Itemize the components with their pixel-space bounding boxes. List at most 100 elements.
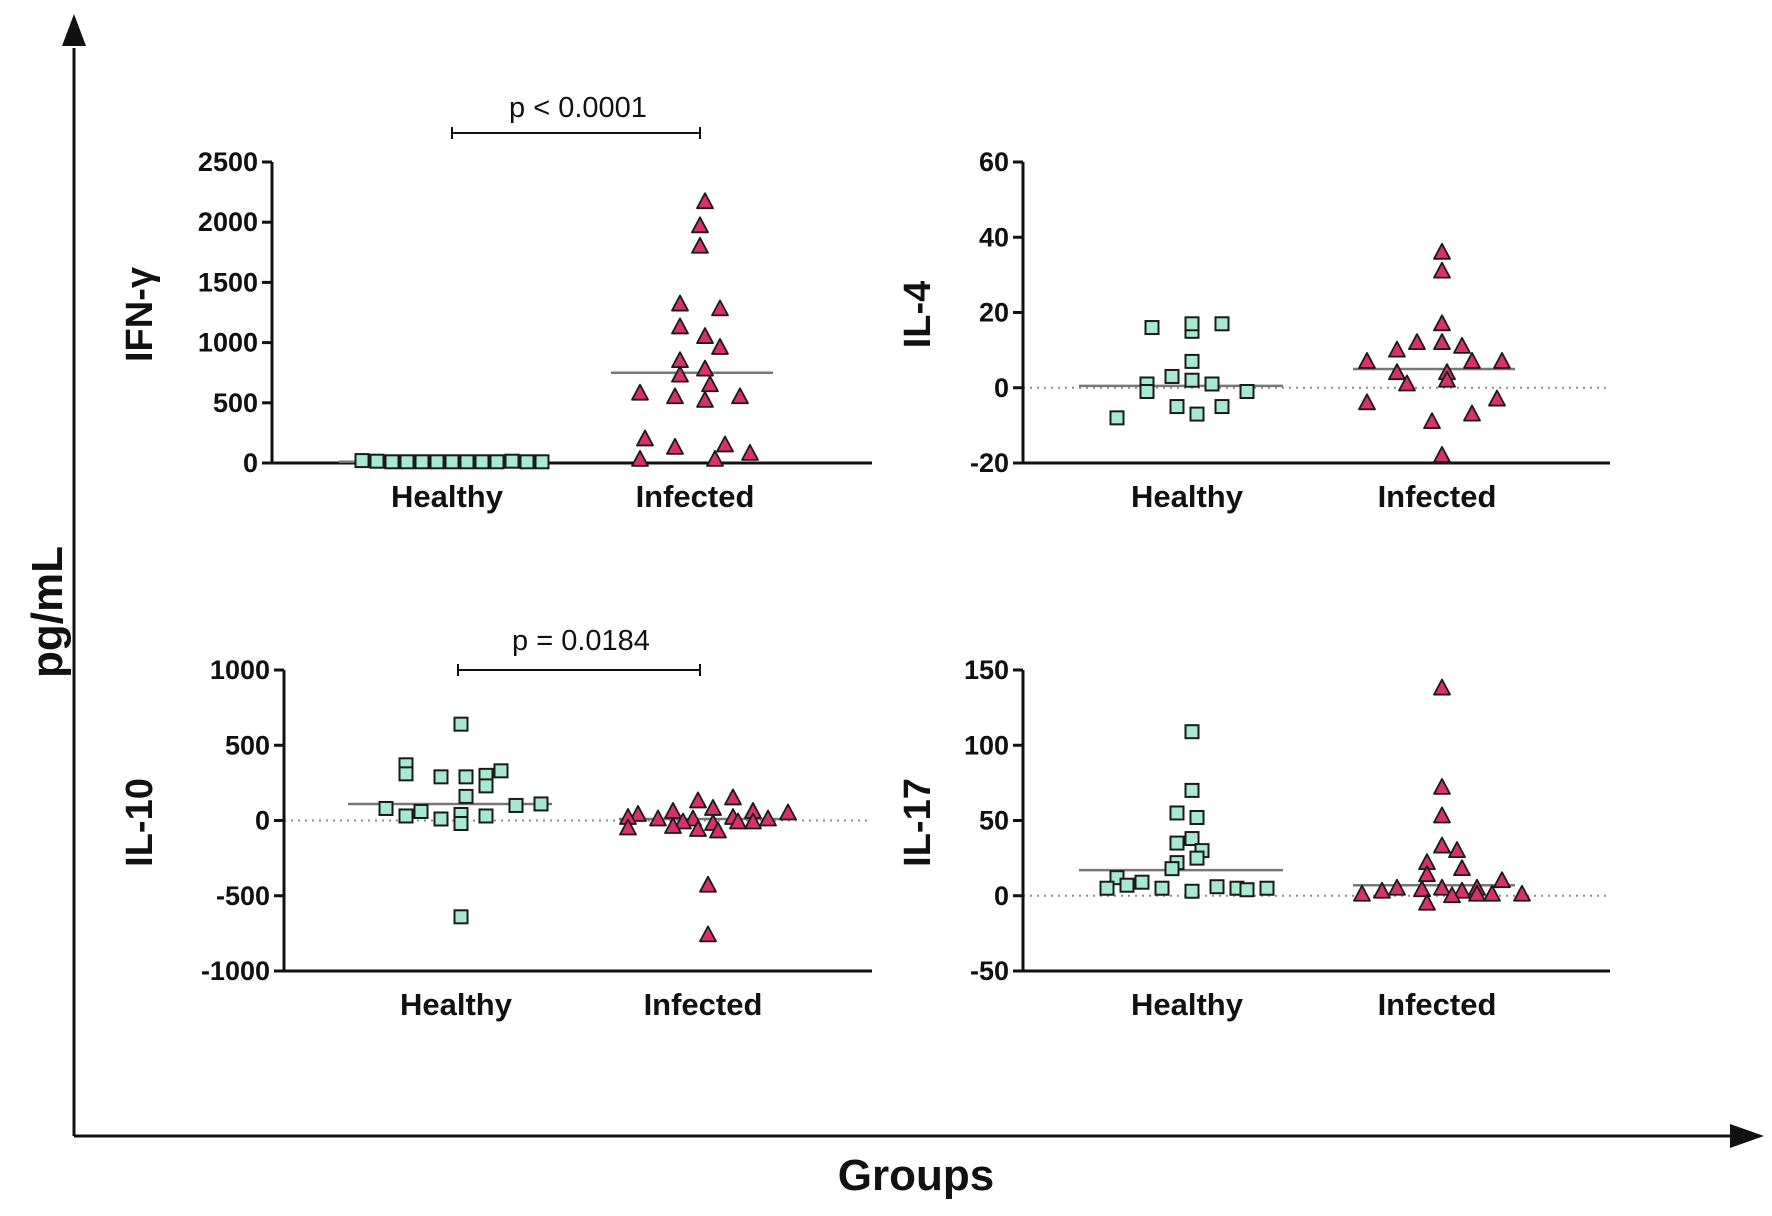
data-point-infected bbox=[711, 338, 729, 355]
data-point-healthy bbox=[478, 778, 494, 794]
y-tick-label: 50 bbox=[979, 806, 1009, 836]
data-point-infected bbox=[649, 809, 667, 827]
data-point-healthy bbox=[414, 454, 430, 470]
data-point-healthy bbox=[504, 453, 520, 469]
data-point-healthy bbox=[1209, 879, 1225, 895]
data-point-healthy bbox=[1239, 384, 1255, 400]
data-point-infected bbox=[629, 805, 647, 822]
data-point-healthy bbox=[1164, 861, 1180, 877]
data-point-infected bbox=[1423, 412, 1441, 430]
data-point-healthy bbox=[354, 453, 370, 469]
data-point-infected bbox=[699, 925, 717, 943]
x-category-label: Healthy bbox=[400, 987, 513, 1022]
data-point-infected bbox=[741, 443, 759, 461]
data-point-infected bbox=[731, 387, 749, 405]
data-point-infected bbox=[1433, 333, 1451, 351]
outer-y-label: pg/mL bbox=[23, 546, 72, 678]
data-point-healthy bbox=[384, 454, 400, 470]
data-point-infected bbox=[664, 802, 682, 819]
data-point-infected bbox=[1358, 393, 1376, 411]
data-point-infected bbox=[779, 803, 797, 821]
data-point-healthy bbox=[1169, 805, 1185, 821]
data-point-healthy bbox=[489, 454, 505, 470]
data-point-healthy bbox=[444, 454, 460, 470]
data-point-infected bbox=[1353, 884, 1371, 902]
data-point-healthy bbox=[459, 454, 475, 470]
chart-panel-il-10: 1000 500 0 -500 -1000 Healthy Infected IL-10 p =… bbox=[119, 625, 872, 1022]
data-point-infected bbox=[1468, 884, 1486, 902]
data-point-infected bbox=[1413, 880, 1431, 898]
y-tick-label: -1000 bbox=[201, 956, 270, 986]
data-point-infected bbox=[631, 449, 649, 467]
y-axis-label: IFN-γ bbox=[119, 267, 161, 362]
data-point-infected bbox=[1433, 678, 1451, 696]
data-point-healthy bbox=[1154, 880, 1170, 896]
data-point-infected bbox=[691, 236, 709, 254]
data-point-infected bbox=[1433, 836, 1451, 854]
data-point-healthy bbox=[369, 453, 385, 469]
data-point-healthy bbox=[1184, 353, 1200, 369]
outer-y-arrow-icon bbox=[62, 14, 86, 46]
data-point-healthy bbox=[1184, 883, 1200, 899]
data-point-infected bbox=[711, 299, 729, 317]
data-point-infected bbox=[701, 375, 719, 393]
data-point-infected bbox=[666, 437, 684, 455]
data-point-infected bbox=[1493, 352, 1511, 369]
data-point-healthy bbox=[398, 766, 414, 782]
chart-panel-il-4: 60 40 20 0 -20 Healthy Infected IL-4 bbox=[897, 147, 1610, 514]
y-tick-label: 0 bbox=[255, 806, 270, 836]
data-point-healthy bbox=[533, 796, 549, 812]
data-point-infected bbox=[689, 791, 707, 809]
data-point-healthy bbox=[1169, 399, 1185, 415]
data-point-infected bbox=[1433, 878, 1451, 896]
data-point-infected bbox=[671, 294, 689, 312]
data-point-infected bbox=[696, 359, 714, 377]
data-point-healthy bbox=[1144, 320, 1160, 336]
data-point-healthy bbox=[1134, 874, 1150, 890]
data-point-infected bbox=[1448, 841, 1466, 858]
data-point-infected bbox=[1418, 865, 1436, 883]
data-point-infected bbox=[1513, 884, 1531, 902]
x-category-label: Infected bbox=[644, 987, 763, 1022]
data-point-healthy bbox=[1214, 316, 1230, 332]
data-point-healthy bbox=[399, 454, 415, 470]
data-point-healthy bbox=[1184, 782, 1200, 798]
data-point-infected bbox=[724, 788, 742, 806]
data-point-healthy bbox=[1164, 368, 1180, 384]
data-point-infected bbox=[671, 365, 689, 383]
outer-x-arrow-icon bbox=[1730, 1124, 1764, 1148]
data-point-infected bbox=[1358, 352, 1376, 369]
data-point-healthy bbox=[493, 763, 509, 779]
x-category-label: Infected bbox=[1378, 987, 1497, 1022]
data-point-infected bbox=[1433, 777, 1451, 795]
data-point-infected bbox=[1453, 881, 1471, 899]
data-point-healthy bbox=[519, 454, 535, 470]
data-point-healthy bbox=[1169, 835, 1185, 851]
y-tick-label: 20 bbox=[979, 298, 1009, 328]
y-axis-label: IL-4 bbox=[897, 281, 939, 349]
data-point-healthy bbox=[1189, 850, 1205, 866]
y-tick-label: 1500 bbox=[198, 267, 258, 297]
data-point-infected bbox=[704, 799, 722, 816]
outer-x-label: Groups bbox=[838, 1151, 994, 1200]
data-point-infected bbox=[1433, 242, 1451, 260]
data-point-infected bbox=[1438, 370, 1456, 388]
data-point-infected bbox=[1443, 886, 1461, 904]
data-point-infected bbox=[1373, 881, 1391, 899]
x-category-label: Healthy bbox=[1131, 987, 1244, 1022]
y-tick-label: 40 bbox=[979, 222, 1009, 252]
data-point-infected bbox=[674, 812, 692, 830]
data-point-healthy bbox=[453, 816, 469, 832]
data-point-infected bbox=[636, 429, 654, 447]
data-point-infected bbox=[696, 192, 714, 210]
data-point-healthy bbox=[433, 769, 449, 785]
data-point-healthy bbox=[1109, 410, 1125, 426]
data-point-infected bbox=[631, 383, 649, 401]
data-point-healthy bbox=[508, 797, 524, 813]
data-point-healthy bbox=[1139, 384, 1155, 400]
data-point-infected bbox=[699, 875, 717, 893]
data-point-infected bbox=[706, 449, 724, 467]
data-point-healthy bbox=[1259, 880, 1275, 896]
